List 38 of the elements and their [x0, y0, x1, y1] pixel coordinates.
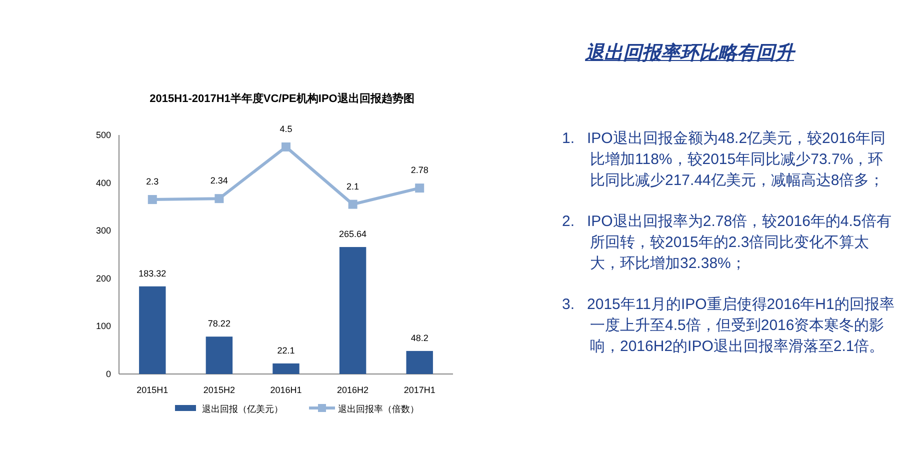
- y-tick-label: 200: [96, 273, 111, 284]
- x-tick-label: 2015H2: [203, 385, 235, 395]
- bar: [339, 247, 366, 374]
- data-label: 4.5: [280, 124, 292, 134]
- y-tick-label: 0: [106, 369, 111, 379]
- text: 3. 2015年11月的IPO重启使得2016年H1的回报率一度上升至4.5倍，但受到2016资本寒冬的影响，2016H2的IPO退出回报率滑落至2.1倍。: [561, 295, 895, 357]
- bar: [406, 350, 433, 374]
- point: [214, 194, 224, 204]
- point: [282, 142, 290, 152]
- bar: [206, 336, 233, 374]
- bar: [272, 363, 300, 374]
- y-tick-label: 500: [96, 130, 111, 140]
- x-tick-label: 2016H2: [337, 385, 369, 395]
- x-tick-label: 2015H1: [136, 385, 168, 395]
- data-label: 2.78: [410, 165, 428, 176]
- legend-label: 退出回报（亿美元）: [202, 404, 283, 414]
- point: [415, 184, 424, 193]
- data-label: 2.34: [210, 176, 228, 186]
- text: 1. IPO退出回报金额为48.2亿美元，较2016年同比增加118%，较2015年同比减少73.7%，环比同比减少217.44亿美元，减幅高达8倍多；: [561, 129, 886, 191]
- data-label: 78.22: [208, 318, 230, 329]
- text: 2. IPO退出回报率为2.78倍，较2016年的4.5倍有所回转，较2015年的2.3倍同比变化不算太大，环比增加32.38%；: [561, 212, 892, 274]
- data-label: 2.3: [146, 176, 159, 187]
- bar: [139, 286, 166, 374]
- data-label: 183.32: [138, 268, 166, 278]
- y-tick-label: 400: [96, 178, 111, 188]
- point: [148, 195, 157, 204]
- data-label: 2.1: [346, 181, 360, 192]
- data-label: 22.1: [277, 345, 295, 356]
- y-tick-label: 100: [96, 321, 111, 332]
- point: [348, 200, 358, 209]
- legend-label: 退出回报率（倍数）: [338, 404, 419, 414]
- y-tick-label: 300: [96, 226, 111, 236]
- chart-title: 2015H1-2017H1半年度VC/PE机构IPO退出回报趋势图: [150, 92, 414, 105]
- data-label: 265.64: [339, 229, 367, 240]
- x-tick-label: 2016H1: [270, 385, 302, 395]
- text: 退出回报率环比略有回升: [585, 42, 797, 66]
- data-label: 48.2: [410, 332, 428, 343]
- x-tick-label: 2017H1: [404, 385, 436, 395]
